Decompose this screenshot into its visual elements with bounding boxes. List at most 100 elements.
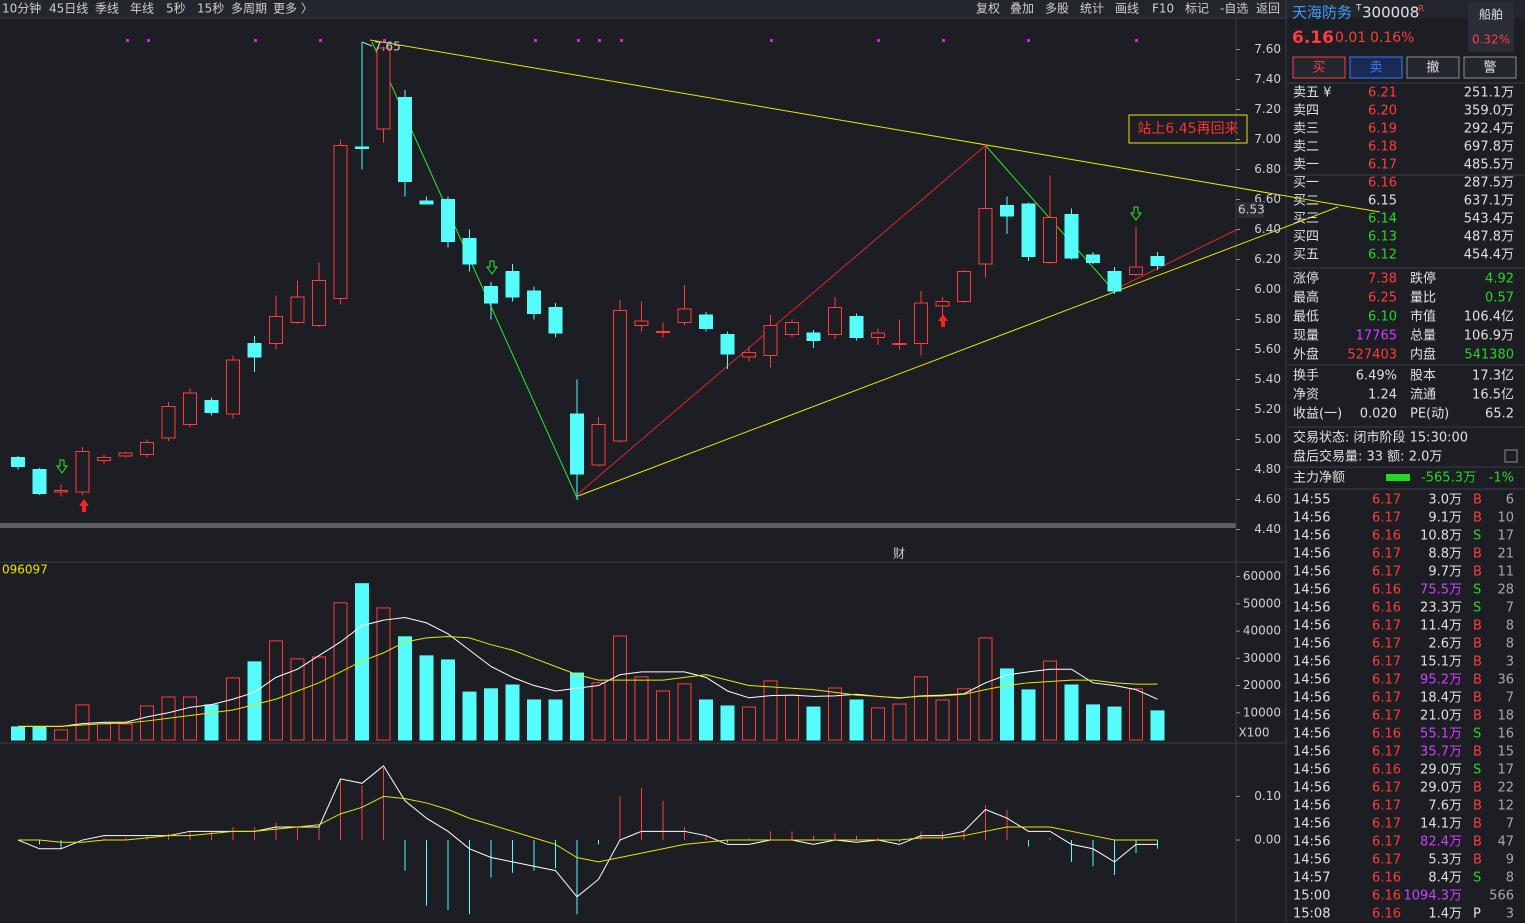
sector-name[interactable]: 船舶	[1479, 7, 1503, 22]
book-price: 6.20	[1368, 104, 1397, 119]
trade-button[interactable]: 卖	[1369, 61, 1382, 76]
volume-bar	[11, 726, 25, 741]
toolbar-item[interactable]: 15秒	[197, 2, 224, 16]
toolbar-item[interactable]: 45日线	[49, 2, 88, 16]
toolbar-button[interactable]: 统计	[1080, 2, 1104, 16]
tick-count: 17	[1497, 529, 1514, 544]
stat-label: 最高	[1293, 290, 1319, 306]
tick-time: 14:56	[1293, 619, 1330, 634]
candle-body	[828, 307, 842, 335]
tick-volume: 7.6万	[1428, 799, 1462, 814]
stat-label: 股本	[1410, 369, 1436, 384]
trade-button-frame[interactable]	[1292, 56, 1346, 79]
trade-button[interactable]: 买	[1312, 61, 1325, 76]
volume-bar	[570, 672, 584, 741]
toolbar-item[interactable]: 5秒	[166, 2, 186, 16]
trade-button[interactable]: 警	[1483, 60, 1496, 76]
candle-body	[1086, 254, 1100, 263]
tick-volume: 29.0万	[1420, 781, 1462, 796]
book-volume: 543.4万	[1464, 212, 1514, 227]
stock-code: 300008	[1362, 4, 1419, 22]
y-tick-label: 5.80	[1254, 312, 1281, 326]
tick-volume: 8.8万	[1428, 547, 1462, 562]
toolbar-item[interactable]: 多周期	[231, 2, 267, 16]
tick-count: 3	[1506, 655, 1514, 670]
y-tick-label: 5.60	[1254, 342, 1281, 356]
tick-count: 17	[1497, 763, 1514, 778]
tick-side: B	[1473, 799, 1482, 814]
stat-value: 65.2	[1485, 407, 1514, 422]
stat-label: 最低	[1293, 310, 1319, 325]
tick-volume: 82.4万	[1420, 835, 1462, 850]
toolbar-button[interactable]: 叠加	[1010, 2, 1034, 16]
volume-bar	[677, 683, 692, 741]
y-tick-label: 20000	[1243, 678, 1281, 692]
trade-button-frame[interactable]	[1463, 56, 1517, 79]
book-label: 买三	[1293, 212, 1319, 227]
toolbar-item[interactable]: 更多 〉	[273, 2, 313, 16]
tick-volume: 15.1万	[1420, 655, 1462, 670]
candle-body	[183, 392, 197, 425]
toolbar-button[interactable]: 返回	[1256, 2, 1280, 16]
tick-time: 15:08	[1293, 907, 1330, 922]
volume-bar	[97, 723, 111, 741]
stat-label: 换手	[1293, 369, 1319, 384]
trade-button[interactable]: 撤	[1426, 60, 1439, 76]
toolbar-button[interactable]: -自选	[1220, 2, 1248, 16]
tick-price: 6.17	[1372, 493, 1401, 508]
y-tick-label: 6.40	[1254, 222, 1281, 236]
tick-price: 6.17	[1372, 511, 1401, 526]
tick-price: 6.17	[1372, 565, 1401, 580]
stat-value: 527403	[1347, 348, 1397, 363]
indicator-line	[18, 616, 1158, 727]
candle-body	[591, 424, 606, 466]
volume-bar	[828, 687, 842, 741]
volume-bar	[892, 703, 907, 741]
stat-value: 6.25	[1368, 291, 1397, 306]
stat-value: 17765	[1356, 329, 1397, 344]
trade-button-frame[interactable]	[1349, 56, 1403, 79]
stat-label: 总量	[1410, 329, 1436, 344]
toolbar-button[interactable]: 画线	[1115, 2, 1139, 16]
finance-marker[interactable]: 财	[893, 547, 905, 561]
book-label: 卖四	[1293, 104, 1319, 119]
tick-volume: 1.4万	[1428, 907, 1462, 922]
tick-volume: 18.4万	[1420, 691, 1462, 706]
book-label: 买二	[1293, 194, 1319, 209]
tick-side: S	[1473, 763, 1481, 778]
volume-bar	[183, 696, 197, 741]
toolbar-button[interactable]: 标记	[1185, 2, 1209, 16]
y-tick-label: 6.80	[1254, 162, 1281, 176]
candle-body	[892, 343, 907, 345]
candle-body	[978, 208, 993, 265]
toolbar-button[interactable]: F10	[1152, 2, 1174, 16]
tick-volume: 75.5万	[1420, 583, 1462, 598]
stat-label: 跌停	[1410, 271, 1436, 287]
tick-time: 14:56	[1293, 817, 1330, 832]
trade-button-frame[interactable]	[1406, 56, 1460, 79]
tick-time: 14:55	[1293, 493, 1330, 508]
volume-bar	[763, 680, 778, 741]
volume-bar	[699, 699, 713, 741]
toolbar-item[interactable]: 年线	[130, 2, 154, 16]
toolbar-button[interactable]: 复权	[976, 2, 1000, 16]
cursor-price: 6.53	[1238, 203, 1265, 217]
price-change-pct: 0.16%	[1370, 30, 1414, 46]
toolbar-button[interactable]: 多股	[1045, 2, 1069, 16]
y-tick-label: 0.10	[1254, 789, 1281, 803]
y-tick-label: 0.00	[1254, 833, 1281, 847]
volume-bar	[1086, 704, 1100, 741]
chart-icon[interactable]	[1504, 449, 1518, 463]
volume-bar	[54, 729, 68, 741]
tick-side: S	[1473, 871, 1481, 886]
book-label: 买一	[1293, 176, 1319, 191]
tick-volume: 29.0万	[1420, 763, 1462, 778]
toolbar-item[interactable]: 季线	[95, 2, 119, 16]
candle-body	[1107, 271, 1122, 292]
tick-time: 14:56	[1293, 727, 1330, 742]
tick-price: 6.17	[1372, 835, 1401, 850]
scrollbar[interactable]	[0, 523, 1236, 528]
candle-body	[11, 457, 25, 467]
stat-value: 106.9万	[1464, 329, 1514, 344]
toolbar-item[interactable]: 10分钟	[2, 1, 41, 16]
